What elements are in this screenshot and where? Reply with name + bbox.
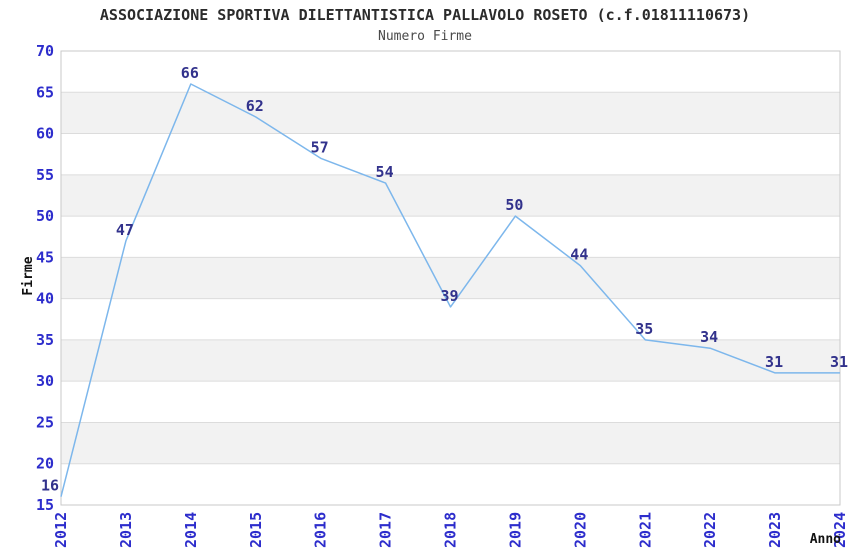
y-axis-tick-label: 20 <box>36 455 54 473</box>
data-label: 54 <box>376 163 394 181</box>
plot-band <box>61 92 840 134</box>
y-axis-title: Firme <box>21 256 36 296</box>
plot-band <box>61 174 840 217</box>
plot-band <box>61 422 840 464</box>
y-axis-tick-label: 70 <box>36 42 54 60</box>
x-axis-tick-label: 2024 <box>831 512 849 548</box>
x-axis-tick-label: 2021 <box>636 512 654 548</box>
data-label: 47 <box>116 221 134 239</box>
data-label: 34 <box>700 328 718 346</box>
y-axis-tick-label: 15 <box>36 496 54 514</box>
plot-border <box>60 50 841 506</box>
x-axis-tick-label: 2012 <box>52 512 70 548</box>
y-axis-tick-label: 40 <box>36 290 54 308</box>
data-label: 31 <box>830 353 848 371</box>
x-axis-title: Anno <box>809 532 841 547</box>
x-axis-tick-label: 2016 <box>312 512 330 548</box>
data-label: 62 <box>246 97 264 115</box>
chart-title: ASSOCIAZIONE SPORTIVA DILETTANTISTICA PA… <box>99 6 751 24</box>
y-axis-tick-label: 55 <box>36 166 54 184</box>
y-axis-tick-label: 35 <box>36 331 54 349</box>
data-label: 66 <box>181 64 199 82</box>
x-axis-tick-label: 2018 <box>442 512 460 548</box>
series-line <box>60 83 840 497</box>
y-axis-tick-label: 65 <box>36 83 54 101</box>
x-axis-tick-label: 2015 <box>247 512 265 548</box>
x-axis-tick-label: 2022 <box>701 512 719 548</box>
y-axis-tick-label: 45 <box>36 248 54 266</box>
x-axis-tick-label: 2013 <box>117 512 135 548</box>
plot-band <box>61 257 840 299</box>
x-axis-tick-label: 2017 <box>377 512 395 548</box>
data-label: 57 <box>311 138 329 156</box>
x-axis-tick-label: 2014 <box>182 512 200 548</box>
y-axis-tick-label: 50 <box>36 207 54 225</box>
y-axis-tick-label: 60 <box>36 125 54 143</box>
data-label: 35 <box>635 320 653 338</box>
chart-subtitle: Numero Firme <box>378 29 472 44</box>
data-label: 16 <box>41 477 59 495</box>
data-label: 39 <box>440 287 458 305</box>
x-axis-tick-label: 2023 <box>766 512 784 548</box>
plot-band <box>61 339 840 382</box>
data-label: 50 <box>505 196 523 214</box>
data-label: 31 <box>765 353 783 371</box>
x-axis-tick-label: 2019 <box>506 512 524 548</box>
x-axis-tick-label: 2020 <box>571 512 589 548</box>
y-axis-tick-label: 30 <box>36 372 54 390</box>
data-label: 44 <box>570 246 588 264</box>
y-axis-tick-label: 25 <box>36 413 54 431</box>
